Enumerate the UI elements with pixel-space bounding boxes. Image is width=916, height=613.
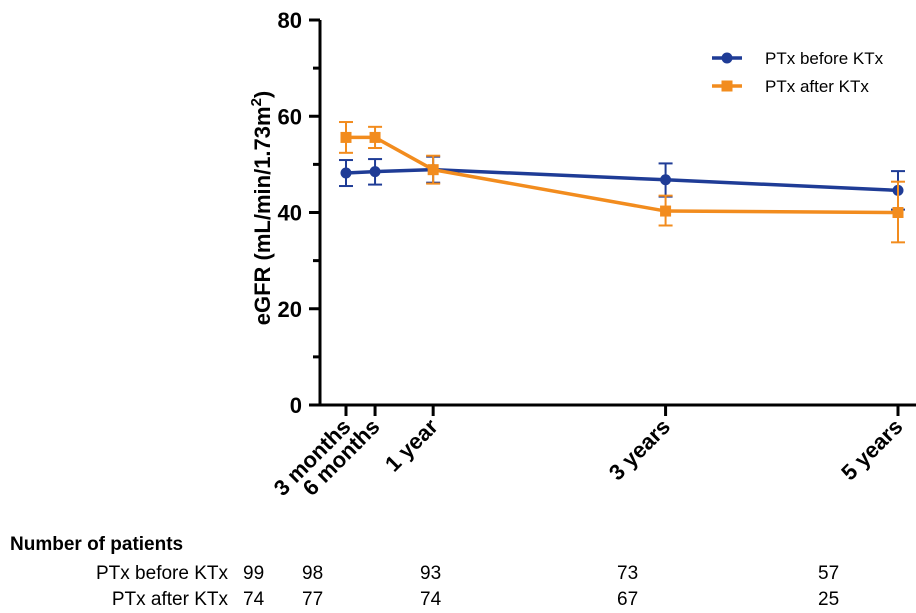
legend-label: PTx before KTx	[765, 49, 884, 68]
legend: PTx before KTx PTx after KTx	[712, 49, 884, 96]
x-tick-label: 5 years	[836, 414, 907, 485]
data-point	[660, 205, 672, 217]
data-point	[369, 166, 381, 178]
patients-count: 77	[302, 589, 323, 610]
y-tick-label: 80	[278, 8, 302, 33]
data-point	[340, 167, 352, 179]
patients-count: 98	[302, 563, 323, 584]
legend-item: PTx after KTx	[712, 77, 869, 96]
patients-count: 57	[818, 563, 839, 584]
x-tick-label: 1 year	[380, 414, 443, 477]
data-point	[660, 174, 672, 186]
patients-table: Number of patients PTx before KTx 99 98 93 7…	[10, 534, 839, 610]
patients-count: 99	[243, 563, 264, 584]
legend-item: PTx before KTx	[712, 49, 884, 68]
data-point	[369, 131, 381, 143]
legend-label: PTx after KTx	[765, 77, 869, 96]
series-2	[339, 121, 905, 244]
y-tick-label: 20	[278, 297, 302, 322]
patients-row: PTx after KTx 74 77 74 67 25	[112, 589, 839, 610]
x-tick-label: 3 years	[604, 414, 675, 485]
patients-table-title: Number of patients	[10, 534, 183, 555]
patients-count: 74	[420, 589, 442, 610]
patients-count: 74	[243, 589, 265, 610]
patients-count: 25	[818, 589, 839, 610]
y-tick-label: 60	[278, 104, 302, 129]
patients-row-label: PTx before KTx	[96, 563, 228, 584]
patients-row: PTx before KTx 99 98 93 73 57	[96, 563, 839, 584]
data-point	[427, 164, 439, 176]
data-point	[892, 207, 904, 218]
y-ticks: 0 20 40 60 80	[278, 8, 320, 418]
legend-marker	[721, 80, 733, 92]
patients-count: 73	[617, 563, 638, 584]
y-tick-label: 0	[290, 393, 302, 418]
data-point	[340, 131, 352, 143]
legend-marker	[721, 52, 733, 64]
y-tick-label: 40	[278, 201, 302, 226]
series-layer	[339, 121, 905, 244]
patients-count: 67	[617, 589, 638, 610]
y-axis-label: eGFR (mL/min/1.73m2)	[248, 91, 275, 326]
patients-count: 93	[420, 563, 441, 584]
patients-row-label: PTx after KTx	[112, 589, 229, 610]
